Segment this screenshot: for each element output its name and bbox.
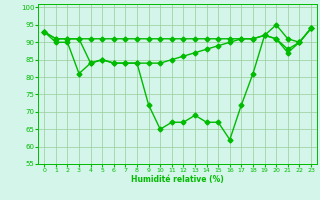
- X-axis label: Humidité relative (%): Humidité relative (%): [131, 175, 224, 184]
